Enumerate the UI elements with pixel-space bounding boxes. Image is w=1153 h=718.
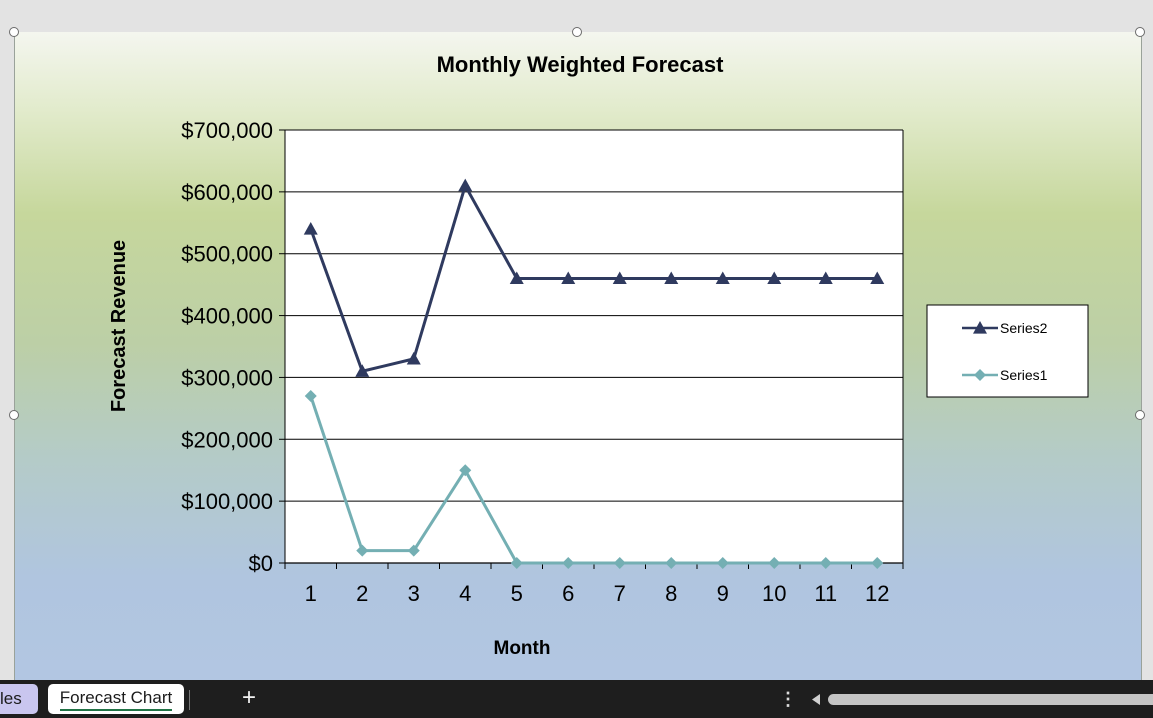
resize-handle-middle-left[interactable] <box>9 410 19 420</box>
data-point <box>818 271 833 285</box>
x-tick-label: 1 <box>305 581 317 606</box>
series-line-series2 <box>309 184 878 373</box>
resize-handle-top-left[interactable] <box>9 27 19 37</box>
data-point <box>715 271 730 285</box>
data-point <box>303 221 318 235</box>
resize-handle-middle-right[interactable] <box>1135 410 1145 420</box>
data-point <box>870 271 885 285</box>
sheet-tab-previous[interactable]: les <box>0 684 38 714</box>
sheet-tab-active-label: Forecast Chart <box>59 688 173 711</box>
gridlines <box>285 129 903 502</box>
x-axis-label: Month <box>494 638 551 659</box>
series-lines <box>309 184 878 565</box>
x-tick-label: 8 <box>665 581 677 606</box>
legend-label: Series1 <box>1000 367 1048 383</box>
y-axis-label: Forecast Revenue <box>108 240 130 412</box>
x-tick-label: 7 <box>614 581 626 606</box>
y-tick-label: $400,000 <box>181 304 273 329</box>
x-tick-label: 11 <box>814 581 837 606</box>
series-line-series1 <box>309 395 878 565</box>
sheet-tab-bar: les Forecast Chart + ⋮ <box>0 680 1153 718</box>
data-point <box>406 351 421 365</box>
data-point <box>561 271 576 285</box>
legend: Series2 Series1 <box>926 304 1089 398</box>
resize-handle-top-right[interactable] <box>1135 27 1145 37</box>
data-point <box>458 178 473 192</box>
data-point <box>304 389 317 402</box>
x-tick-label: 4 <box>459 581 471 606</box>
data-point <box>407 544 420 557</box>
vertical-ellipsis-icon[interactable]: ⋮ <box>779 689 797 709</box>
sheet-tab-forecast-chart[interactable]: Forecast Chart <box>48 684 184 714</box>
y-tick-label: $300,000 <box>181 365 273 390</box>
legend-marker <box>973 321 987 334</box>
chart-area[interactable]: Monthly Weighted Forecast $0 $100,000 $200… <box>14 32 1142 680</box>
data-point <box>562 557 575 569</box>
chart-title: Monthly Weighted Forecast <box>437 52 725 77</box>
x-tick-label: 2 <box>356 581 368 606</box>
data-point <box>510 557 523 569</box>
y-tick-label: $0 <box>249 551 273 576</box>
data-point <box>509 271 524 285</box>
legend-items: Series2 Series1 <box>962 320 1048 383</box>
x-tick-label: 3 <box>408 581 420 606</box>
plot-area <box>285 130 903 563</box>
tab-divider <box>189 690 190 710</box>
resize-handle-top-center[interactable] <box>572 27 582 37</box>
legend-label: Series2 <box>1000 320 1048 336</box>
y-tick-label: $600,000 <box>181 180 273 205</box>
legend-box <box>926 304 1089 398</box>
y-tick-label: $700,000 <box>181 118 273 143</box>
x-tick-label: 5 <box>511 581 523 606</box>
data-point <box>871 557 884 569</box>
data-point <box>355 364 370 377</box>
line-chart: Monthly Weighted Forecast $0 $100,000 $200… <box>108 52 1089 659</box>
legend-marker <box>974 369 986 381</box>
x-tick-label: 9 <box>717 581 729 606</box>
data-point <box>665 557 678 569</box>
x-tick-label: 12 <box>865 581 889 606</box>
y-tick-label: $500,000 <box>181 242 273 267</box>
triangle-left-icon[interactable] <box>810 693 822 706</box>
y-tick-labels: $0 $100,000 $200,000 $300,000 $400,000 $500,0… <box>181 118 273 576</box>
scrollbar-thumb[interactable] <box>828 694 1153 705</box>
data-point <box>716 557 729 569</box>
data-point <box>767 271 782 285</box>
x-tick-labels: 1 2 3 4 5 6 7 8 9 10 11 12 <box>305 581 890 606</box>
y-tick-label: $100,000 <box>181 489 273 514</box>
data-point <box>459 464 472 477</box>
x-tick-label: 10 <box>762 581 786 606</box>
x-tick-label: 6 <box>562 581 574 606</box>
data-point <box>612 271 627 285</box>
data-point <box>613 557 626 569</box>
data-point <box>819 557 832 569</box>
series-markers <box>303 178 885 569</box>
data-point <box>768 557 781 569</box>
plus-icon[interactable]: + <box>241 684 256 711</box>
sheet-tab-previous-label: les <box>0 689 22 708</box>
data-point <box>664 271 679 285</box>
y-tick-label: $200,000 <box>181 427 273 452</box>
data-point <box>356 544 369 557</box>
horizontal-scrollbar[interactable] <box>806 691 1153 708</box>
